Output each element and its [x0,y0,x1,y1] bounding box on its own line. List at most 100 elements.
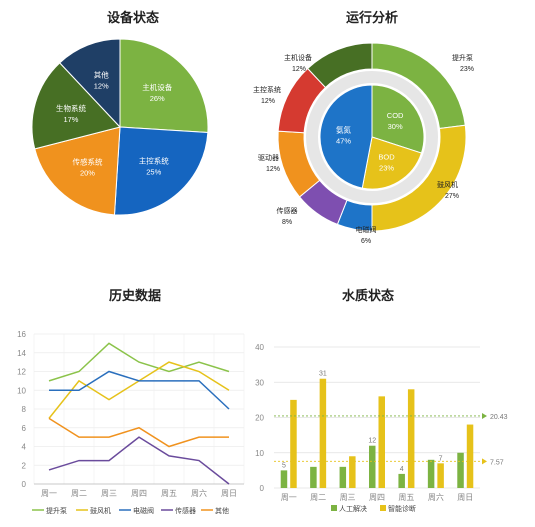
pie-label: 生物系统 [56,103,86,113]
bar [310,466,317,488]
y-tick-label: 0 [22,480,27,489]
x-tick-label: 周四 [369,493,385,502]
reference-marker-icon [482,412,487,419]
y-tick-label: 16 [17,330,26,339]
donut-inner-slice [371,84,425,154]
y-tick-label: 30 [255,378,264,387]
donut-outer-value: 12% [266,166,280,173]
donut-outer-value: 8% [282,219,292,226]
x-tick-label: 周二 [310,493,326,502]
chart-title-operation-analysis: 运行分析 [346,10,398,25]
x-tick-label: 周日 [457,493,473,502]
y-tick-label: 20 [255,414,264,423]
x-tick-label: 周一 [41,489,57,498]
pie-slice [113,126,209,216]
bar [398,473,405,488]
pie-value: 17% [63,115,78,124]
donut-inner-slice [361,136,423,190]
y-tick-label: 12 [17,368,26,377]
y-tick-label: 0 [260,484,265,493]
x-tick-label: 周六 [191,488,207,498]
bar [427,459,435,488]
donut-outer-label: 提升泵 [452,53,473,62]
donut-inner-value: 30% [388,122,403,131]
legend-label: 传感器 [175,506,196,515]
pie-slice [119,38,209,134]
legend-label: 智能诊断 [388,504,416,513]
donut-inner-slice [319,84,373,189]
legend-label: 人工解决 [339,504,367,513]
y-tick-label: 8 [22,405,27,414]
y-tick-label: 40 [255,343,264,352]
x-tick-label: 周三 [101,489,117,498]
donut-inner-value: 23% [379,164,394,173]
bar [349,456,356,488]
x-tick-label: 周二 [71,489,87,498]
donut-gap-ring [306,71,438,203]
bar [290,399,297,488]
y-tick-label: 6 [22,424,27,433]
pie-label: 其他 [94,70,109,80]
chart-title-device-status: 设备状态 [107,10,159,25]
donut-outer-slice [306,42,373,89]
bar [466,424,474,488]
legend-label: 鼓风机 [90,506,111,515]
donut-outer-label: 主机设备 [284,53,312,62]
bar-data-label: 4 [400,466,404,473]
donut-outer-label: 主控系统 [253,85,281,94]
pie-label: 主机设备 [142,82,172,92]
donut-outer-label: 鼓风机 [437,180,458,189]
bar [378,396,385,488]
donut-inner-label: COD [387,111,404,120]
legend-swatch [331,505,337,511]
y-tick-label: 14 [17,349,26,358]
pie-value: 26% [150,94,165,103]
x-tick-label: 周五 [161,489,177,498]
donut-inner-label: 氨氮 [336,124,351,134]
donut-outer-value: 12% [261,98,275,105]
bar [407,389,415,488]
line-series [48,417,229,448]
pie-label: 主控系统 [139,155,169,165]
y-tick-label: 4 [22,443,27,452]
donut-outer-label: 传感器 [277,206,298,215]
bar-data-label: 31 [319,371,327,378]
line-series [49,370,230,410]
donut-outer-value: 27% [445,193,459,200]
x-tick-label: 周五 [398,493,414,502]
reference-label: 20.43 [490,414,508,421]
bar-data-label: 12 [368,438,376,445]
x-tick-label: 周一 [281,493,297,502]
pie-value: 25% [146,167,161,176]
pie-slice [34,126,121,216]
line-series [48,436,230,485]
line-series [48,342,230,382]
donut-outer-value: 23% [460,66,474,73]
x-tick-label: 周日 [221,489,237,498]
bar [280,470,288,488]
legend-swatch [380,505,386,511]
bar [319,378,327,488]
donut-outer-label: 电磁阀 [356,225,377,234]
reference-marker-icon [482,458,487,465]
pie-slice [59,38,121,129]
y-tick-label: 10 [255,449,264,458]
chart-title-water-quality: 水质状态 [342,288,394,303]
donut-outer-value: 12% [292,66,306,73]
bar-data-label: 5 [282,462,286,469]
x-tick-label: 周六 [428,492,444,502]
x-tick-label: 周三 [340,493,356,502]
pie-label: 传感系统 [72,156,102,166]
donut-outer-label: 驱动器 [258,153,279,162]
y-tick-label: 10 [17,386,26,395]
legend-label: 其他 [215,506,229,515]
pie-value: 20% [80,168,95,177]
donut-inner-label: BOD [378,153,395,162]
chart-title-history: 历史数据 [109,288,161,303]
bar [457,452,464,488]
pie-value: 12% [94,82,109,91]
legend-label: 电磁阀 [133,506,154,515]
donut-inner-value: 47% [336,136,351,145]
reference-label: 7.57 [490,459,504,466]
